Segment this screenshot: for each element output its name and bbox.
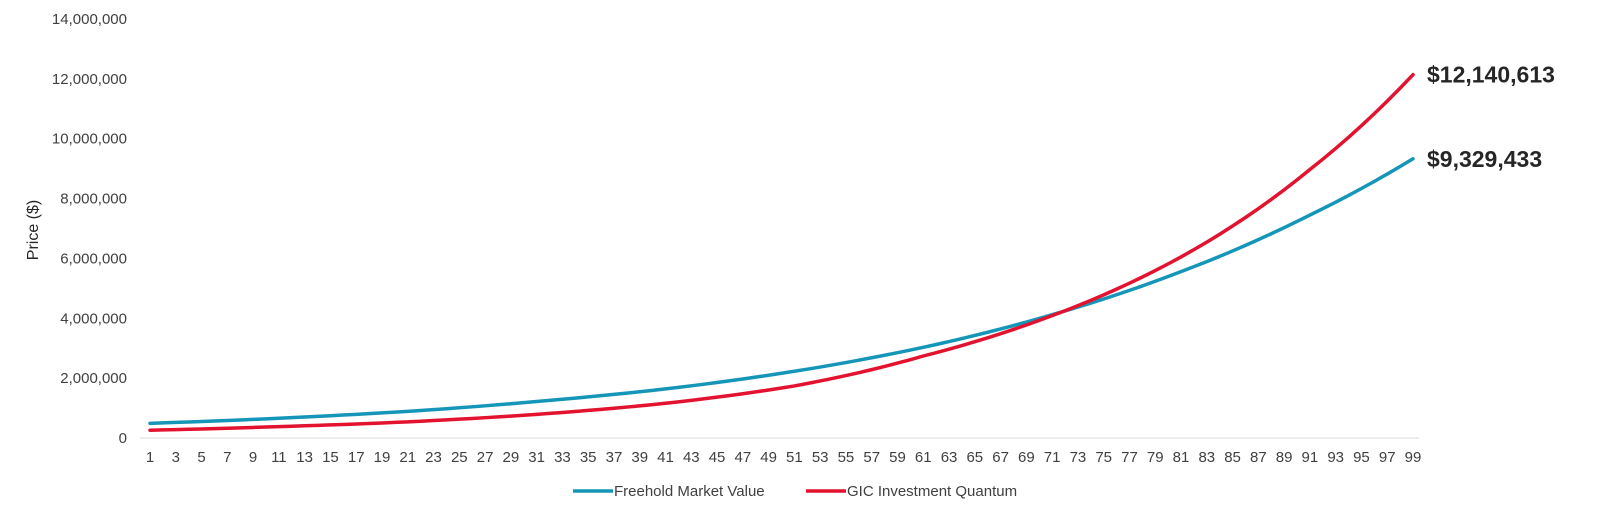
- y-tick-label: 12,000,000: [52, 71, 127, 88]
- x-tick-label: 43: [683, 449, 700, 466]
- x-tick-label: 23: [425, 449, 442, 466]
- x-tick-label: 69: [1018, 449, 1035, 466]
- y-axis: 0 2,000,000 4,000,000 6,000,000 8,000,000 10,…: [52, 11, 127, 447]
- series-line-freehold-market-value: [148, 157, 1415, 426]
- x-tick-label: 57: [863, 449, 880, 466]
- legend-label: GIC Investment Quantum: [847, 483, 1017, 500]
- y-axis-title: Price ($): [25, 200, 42, 260]
- x-tick-label: 63: [941, 449, 958, 466]
- x-tick-label: 35: [580, 449, 597, 466]
- x-tick-label: 37: [606, 449, 623, 466]
- y-tick-label: 0: [119, 430, 127, 447]
- y-tick-label: 2,000,000: [60, 370, 127, 387]
- x-tick-label: 59: [889, 449, 906, 466]
- end-value-label: $9,329,433: [1427, 146, 1542, 172]
- x-tick-label: 91: [1302, 449, 1319, 466]
- x-tick-label: 41: [657, 449, 674, 466]
- x-tick-label: 77: [1121, 449, 1138, 466]
- x-tick-label: 29: [503, 449, 520, 466]
- x-tick-label: 87: [1250, 449, 1267, 466]
- y-tick-label: 14,000,000: [52, 11, 127, 28]
- x-tick-label: 17: [348, 449, 365, 466]
- x-tick-label: 55: [838, 449, 855, 466]
- x-tick-label: 95: [1353, 449, 1370, 466]
- x-tick-label: 75: [1095, 449, 1112, 466]
- series-layer: [148, 72, 1415, 432]
- x-tick-label: 39: [631, 449, 648, 466]
- legend-label: Freehold Market Value: [614, 483, 765, 500]
- x-tick-label: 19: [374, 449, 391, 466]
- x-tick-label: 3: [172, 449, 180, 466]
- x-tick-label: 53: [812, 449, 829, 466]
- end-value-label: $12,140,613: [1427, 62, 1555, 88]
- x-tick-label: 27: [477, 449, 494, 466]
- x-tick-label: 15: [322, 449, 339, 466]
- x-tick-label: 47: [734, 449, 751, 466]
- x-tick-label: 73: [1070, 449, 1087, 466]
- legend: Freehold Market Value GIC Investment Quan…: [573, 483, 1017, 500]
- x-tick-label: 85: [1224, 449, 1241, 466]
- x-tick-label: 51: [786, 449, 803, 466]
- x-tick-label: 67: [992, 449, 1009, 466]
- x-axis: 1 3 5 7 9 11 13 15 17 19 21 23 25 27 29 31 33 35 37 39 41 43 4…: [140, 437, 1422, 466]
- x-tick-label: 31: [528, 449, 545, 466]
- x-tick-label: 33: [554, 449, 571, 466]
- x-tick-label: 93: [1327, 449, 1344, 466]
- x-tick-label: 11: [271, 449, 287, 466]
- series-line-gic-investment-quantum: [148, 72, 1415, 432]
- x-tick-label: 25: [451, 449, 468, 466]
- y-tick-label: 4,000,000: [60, 310, 127, 327]
- y-tick-label: 6,000,000: [60, 250, 127, 267]
- x-tick-label: 5: [197, 449, 205, 466]
- x-tick-label: 99: [1405, 449, 1422, 466]
- x-tick-label: 21: [399, 449, 416, 466]
- x-tick-label: 9: [249, 449, 257, 466]
- x-tick-label: 71: [1044, 449, 1061, 466]
- x-tick-label: 89: [1276, 449, 1293, 466]
- x-tick-label: 65: [966, 449, 983, 466]
- y-tick-label: 8,000,000: [60, 191, 127, 208]
- x-tick-label: 81: [1173, 449, 1190, 466]
- x-tick-label: 7: [223, 449, 231, 466]
- x-tick-label: 49: [760, 449, 777, 466]
- x-tick-label: 79: [1147, 449, 1164, 466]
- x-tick-label: 61: [915, 449, 932, 466]
- x-tick-label: 1: [146, 449, 154, 466]
- x-tick-label: 97: [1379, 449, 1396, 466]
- x-tick-label: 83: [1198, 449, 1215, 466]
- end-labels: $9,329,433 $12,140,613: [1427, 62, 1555, 172]
- x-tick-label: 45: [709, 449, 726, 466]
- y-tick-label: 10,000,000: [52, 131, 127, 148]
- x-tick-label: 13: [296, 449, 313, 466]
